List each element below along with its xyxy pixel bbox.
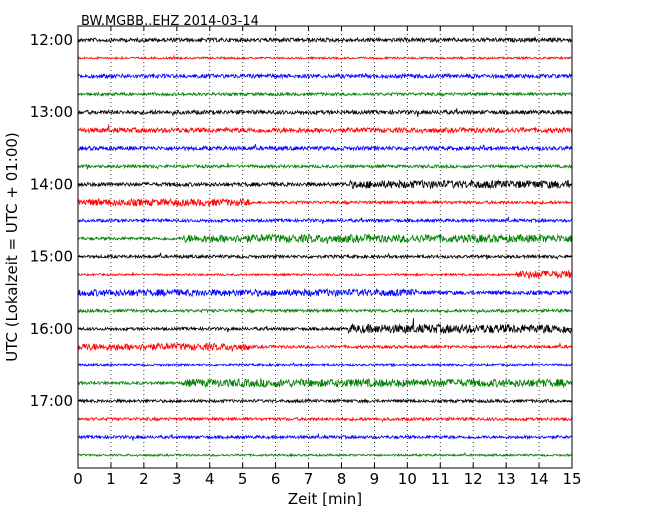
- x-tick-label: 14: [530, 470, 549, 488]
- plot-frame: [77, 25, 573, 469]
- trace-16-45: [77, 377, 573, 389]
- x-tick-label: 15: [562, 470, 581, 488]
- x-tick-label: 9: [370, 470, 380, 488]
- x-tick-label: 8: [337, 470, 347, 488]
- x-tick-label: 0: [73, 470, 83, 488]
- x-tick-label: 7: [304, 470, 314, 488]
- trace-16-00: [77, 318, 573, 335]
- trace-16-30: [77, 362, 573, 368]
- trace-13-00: [77, 108, 573, 117]
- trace-17-00: [77, 397, 573, 405]
- grid-lines: [110, 26, 540, 468]
- trace-15-30: [77, 287, 573, 298]
- x-tick-label: 5: [238, 470, 248, 488]
- trace-17-15: [77, 416, 573, 423]
- x-tick-label: 6: [271, 470, 281, 488]
- trace-15-15: [77, 269, 573, 279]
- chart-title: BW.MGBB..EHZ 2014-03-14: [81, 14, 259, 29]
- y-tick-label: 14:00: [30, 175, 73, 193]
- trace-15-45: [77, 307, 573, 315]
- trace-12-00: [77, 36, 573, 44]
- x-tick-label: 2: [139, 470, 149, 488]
- trace-14-30: [77, 216, 573, 225]
- x-tick-label: 10: [398, 470, 417, 488]
- y-tick-label: 17:00: [30, 392, 73, 410]
- trace-14-45: [77, 233, 573, 244]
- x-axis-label: Zeit [min]: [288, 490, 362, 508]
- x-tick-label: 11: [431, 470, 450, 488]
- trace-13-15: [77, 124, 573, 135]
- y-tick-label: 16:00: [30, 320, 73, 338]
- trace-13-30: [77, 143, 573, 152]
- y-tick-label: 15:00: [30, 248, 73, 266]
- x-tick-label: 13: [497, 470, 516, 488]
- trace-14-00: [77, 179, 573, 190]
- trace-15-00: [77, 251, 573, 260]
- y-tick-label: 12:00: [30, 31, 73, 49]
- x-tick-label: 4: [205, 470, 215, 488]
- trace-12-45: [77, 91, 573, 98]
- seismic-traces: [77, 36, 573, 458]
- trace-12-30: [77, 72, 573, 80]
- trace-17-45: [77, 451, 573, 458]
- x-tick-label: 12: [464, 470, 483, 488]
- x-tick-label: 3: [172, 470, 182, 488]
- axis-ticks: 0 1 2 3 4 5 6 7 8 9 10 11 12 13 14 1512:0013:0014:0015:…: [30, 26, 582, 488]
- trace-17-30: [77, 433, 573, 441]
- y-axis-label: UTC (Lokalzeit = UTC + 01:00): [3, 132, 21, 362]
- trace-12-15: [77, 54, 573, 61]
- trace-13-45: [77, 162, 573, 170]
- trace-16-15: [77, 341, 573, 352]
- trace-14-15: [77, 197, 573, 208]
- y-tick-label: 13:00: [30, 103, 73, 121]
- x-tick-label: 1: [106, 470, 116, 488]
